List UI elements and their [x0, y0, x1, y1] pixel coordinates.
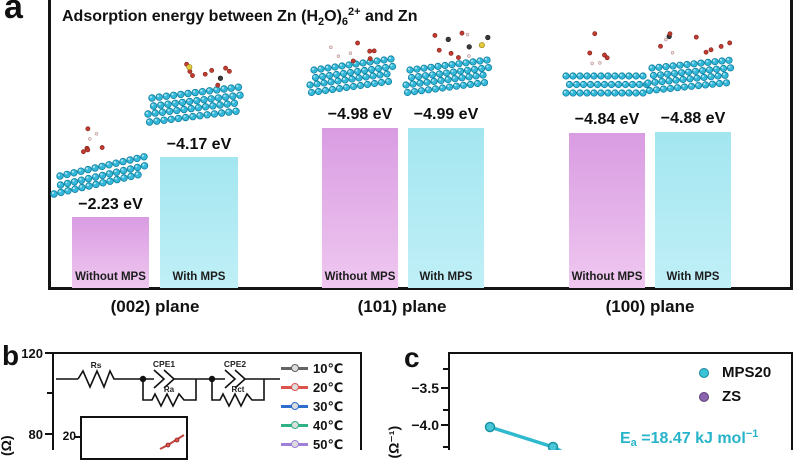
panel-c-label: c — [404, 342, 420, 373]
zn-slab-100-without-mps-icon — [562, 31, 651, 97]
legend-zs: ZS — [722, 388, 742, 405]
legend-line-icon — [281, 440, 308, 449]
zn-slab-100-with-mps-icon — [644, 31, 735, 95]
zn-slab-002-with-mps-icon — [144, 61, 244, 126]
c-ylabel: (Ω⁻¹) — [385, 425, 402, 459]
legend-mps20: MPS20 — [722, 364, 772, 381]
mps20-marker-icon — [699, 368, 709, 378]
b-ytick-120: 120 — [21, 346, 43, 361]
c-ytick-minor-mark — [443, 368, 448, 370]
b-inset-data-curve — [159, 434, 185, 450]
legend-marker-icon — [291, 364, 299, 373]
circuit-cpe2-label: CPE2 — [224, 359, 246, 369]
legend-marker-icon — [291, 440, 299, 449]
legend-line-icon — [281, 383, 308, 392]
legend-line-icon — [281, 364, 308, 373]
bar-value: −4.17 eV — [166, 136, 232, 153]
legend-text: 10℃ — [313, 360, 344, 376]
legend-item-20c: 20℃ — [281, 378, 361, 397]
legend-item-30c: 30℃ — [281, 397, 361, 416]
bar-label: Without MPS — [324, 271, 396, 283]
circuit-rs-label: Rs — [91, 360, 102, 370]
bar-label: With MPS — [419, 271, 473, 283]
b-ytick-minor-mark — [47, 392, 52, 394]
circuit-cpe1-label: CPE1 — [153, 359, 175, 369]
bar-002-with-mps: With MPS — [160, 157, 238, 288]
panel-a-label: a — [4, 0, 23, 26]
legend-text: 50℃ — [313, 436, 344, 452]
legend-item-10c: 10℃ — [281, 359, 361, 378]
bar-label: With MPS — [666, 271, 720, 283]
equivalent-circuit-diagram: Rs CPE1 Ra CPE2 Rct — [56, 359, 280, 408]
bar-label: With MPS — [172, 271, 226, 283]
bar-label: Without MPS — [75, 271, 146, 283]
bar-value: −4.88 eV — [660, 110, 726, 127]
circuit-ra-label: Ra — [164, 385, 175, 394]
activation-energy-annotation: Ea =18.47 kJ mol−1 — [620, 428, 759, 449]
zn-slab-002-without-mps-icon — [50, 126, 149, 198]
c-ytick-mark — [441, 387, 448, 389]
plane-label-101: (101) plane — [357, 297, 447, 316]
bar-label: Without MPS — [571, 271, 643, 283]
bar-value: −4.99 eV — [413, 106, 479, 123]
legend-text: 40℃ — [313, 417, 344, 433]
legend-marker-icon — [291, 402, 299, 411]
bar-value: −4.84 eV — [574, 111, 640, 128]
c-ytick-minor-mark — [443, 446, 448, 448]
bar-value: −2.23 eV — [78, 196, 143, 213]
c-ytick-mark — [441, 424, 448, 426]
plane-label-100: (100) plane — [605, 297, 695, 316]
panel-c-plot-frame — [448, 352, 793, 450]
bar-002-without-mps: Without MPS — [72, 217, 149, 288]
circuit-rct-label: Rct — [232, 385, 245, 394]
bar-101-with-mps: With MPS — [408, 128, 484, 288]
zs-marker-icon — [699, 392, 709, 402]
c-ytick-minor-mark — [443, 409, 448, 411]
b-ytick-80: 80 — [28, 427, 43, 442]
b-ytick-mark — [45, 352, 52, 354]
panel-b-label: b — [2, 340, 20, 371]
legend-item-40c: 40℃ — [281, 416, 361, 435]
bar-101-without-mps: Without MPS — [322, 128, 398, 288]
legend-item-50c: 50℃ — [281, 435, 361, 454]
legend-text: 30℃ — [313, 398, 344, 414]
bar-100-with-mps: With MPS — [655, 132, 731, 288]
c-ytick-neg4p0: −4.0 — [411, 417, 439, 433]
b-inset-ytick-20: 20 — [62, 429, 76, 443]
temperature-legend: 10℃ 20℃ 30℃ 40℃ 50℃ — [281, 359, 361, 454]
b-ylabel: (Ω) — [0, 435, 14, 456]
bar-100-without-mps: Without MPS — [569, 133, 645, 288]
legend-line-icon — [281, 421, 308, 430]
panel-a-title: Adsorption energy between Zn (H2O)62+ an… — [62, 6, 418, 28]
legend-text: 20℃ — [313, 379, 344, 395]
panel-b-plot-frame — [52, 352, 362, 450]
zn-slab-101-without-mps-icon — [306, 40, 397, 97]
plane-label-002: (002) plane — [110, 297, 200, 316]
b-ytick-mark — [45, 433, 52, 435]
zn-slab-101-with-mps-icon — [402, 30, 493, 97]
b-inset-tick-mark — [75, 436, 80, 438]
c-ytick-neg3p5: −3.5 — [411, 380, 439, 396]
bar-value: −4.98 eV — [327, 106, 393, 123]
mps20-data-line — [484, 421, 563, 450]
legend-marker-icon — [291, 383, 299, 392]
legend-line-icon — [281, 402, 308, 411]
legend-marker-icon — [291, 421, 299, 430]
